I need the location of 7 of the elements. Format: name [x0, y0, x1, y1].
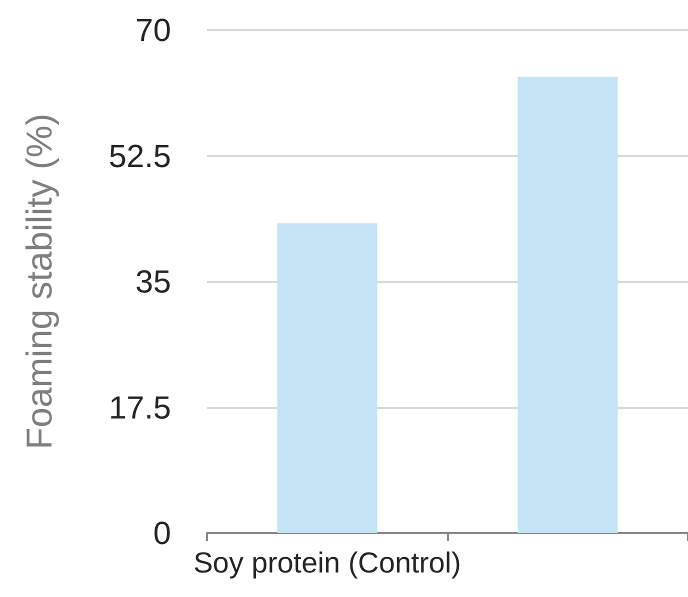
y-tick-label: 70 [135, 12, 171, 48]
y-tick-label: 52.5 [108, 138, 171, 174]
y-tick-label: 17.5 [108, 389, 171, 426]
y-axis-title: Foaming stability (%) [18, 113, 60, 450]
x-tick-label: Soy protein (Control) [193, 548, 462, 580]
y-tick-label: 0 [153, 515, 171, 551]
y-tick-label: 35 [135, 264, 171, 300]
